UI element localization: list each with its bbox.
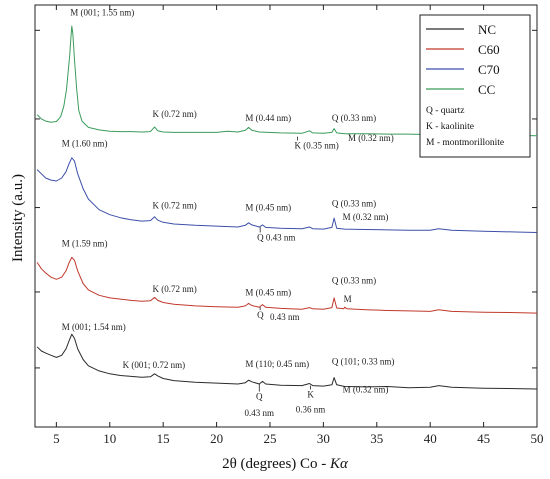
annotation-label: M (0.32 nm)	[343, 384, 389, 394]
annotation-label: K (001; 0.72 nm)	[123, 360, 186, 370]
x-axis-title: 2θ (degrees) Co - Kα	[222, 456, 349, 472]
annotation-label: 0.43 nm	[270, 312, 300, 322]
series-line-cc	[36, 25, 538, 137]
annotation-label: K	[307, 389, 314, 399]
legend-note: K - kaolinite	[426, 122, 474, 132]
x-tick-label: 20	[210, 431, 223, 446]
x-tick-label: 15	[157, 431, 170, 446]
annotation-label: Q (0.33 nm)	[332, 113, 376, 123]
x-tick-label: 40	[424, 431, 437, 446]
annotation-layer: M (001; 1.55 nm) K (0.72 nm) M (0.44 nm) Q …	[62, 8, 395, 418]
legend-box	[419, 14, 531, 158]
y-axis-title: Intensity (a.u.)	[10, 174, 26, 262]
annotation-label: M (001; 1.54 nm)	[62, 322, 126, 332]
axes: 5 10 15 20 25 30 35 40 45 50	[34, 4, 544, 446]
annotation-label: M	[344, 294, 352, 304]
annotation-label: M (0.32 nm)	[348, 133, 394, 143]
legend-note: M - montmorillonite	[426, 138, 504, 148]
annotation-label: M (0.32 nm)	[343, 212, 389, 222]
x-tick-label: 30	[317, 431, 330, 446]
annotation-label: M (0.44 nm)	[245, 113, 291, 123]
legend-note: Q - quartz	[426, 106, 465, 116]
series-line-nc	[36, 333, 538, 390]
plot-frame	[34, 4, 538, 428]
annotation-label: M (110; 0.45 nm)	[245, 359, 309, 369]
annotation-label: K (0.72 nm)	[152, 200, 196, 210]
annotation-label: 0.43 nm	[245, 408, 275, 418]
annotation-label: Q (0.33 nm)	[332, 199, 376, 209]
annotation-label: K (0.72 nm)	[152, 109, 196, 119]
annotation-label: 0.36 nm	[296, 405, 326, 415]
series-layer	[36, 25, 538, 390]
series-line-c70	[36, 157, 538, 233]
x-tick-label: 5	[53, 431, 60, 446]
series-line-c60	[36, 256, 538, 314]
legend: NC C60 C70 CC Q - quartz K - kaolinite M - mon…	[419, 14, 531, 158]
legend-label-c60: C60	[478, 42, 500, 57]
annotation-label: Q (0.33 nm)	[332, 276, 376, 286]
legend-label-c70: C70	[478, 62, 500, 77]
annotation-label: Q	[256, 392, 263, 402]
annotation-label: Q (101; 0.33 nm)	[332, 357, 395, 367]
annotation-label: M (1.59 nm)	[62, 238, 108, 248]
annotation-label: Q 0.43 nm	[257, 232, 295, 242]
x-tick-label: 35	[370, 431, 383, 446]
annotation-label: M (1.60 nm)	[62, 138, 108, 148]
legend-label-nc: NC	[478, 22, 496, 37]
annotation-label: Q	[257, 310, 264, 320]
annotation-label: K (0.72 nm)	[152, 284, 196, 294]
x-tick-label: 50	[531, 431, 544, 446]
x-tick-label: 25	[263, 431, 276, 446]
x-tick-label: 10	[103, 431, 116, 446]
legend-label-cc: CC	[478, 82, 495, 97]
annotation-label: K (0.35 nm)	[295, 140, 339, 150]
annotation-label: M (0.45 nm)	[245, 203, 291, 213]
x-tick-label: 45	[477, 431, 490, 446]
annotation-label: M (0.45 nm)	[245, 287, 291, 297]
annotation-label: M (001; 1.55 nm)	[70, 8, 134, 18]
